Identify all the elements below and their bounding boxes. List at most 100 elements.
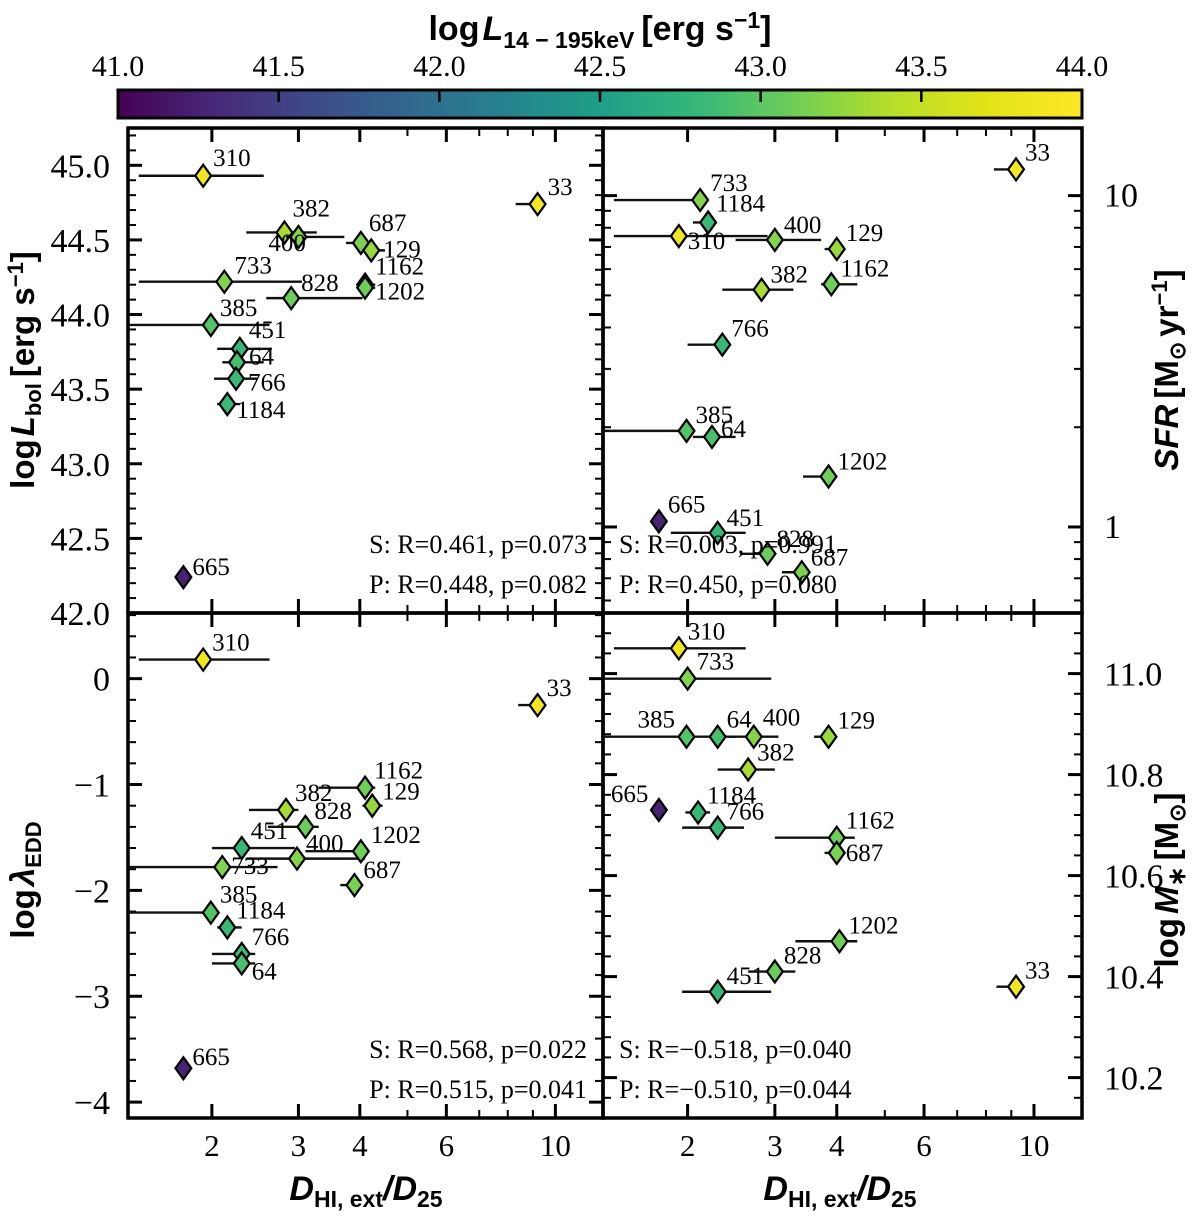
data-point-marker[interactable]: [355, 274, 375, 301]
data-point-marker[interactable]: [215, 268, 234, 295]
data-point-marker[interactable]: [289, 224, 308, 250]
data-point-marker[interactable]: [819, 723, 838, 750]
data-point-marker[interactable]: [276, 797, 296, 823]
data-point-marker[interactable]: [819, 463, 838, 490]
x-tick-label: 4: [352, 1128, 368, 1163]
data-point-marker[interactable]: [528, 191, 547, 217]
panel-top-left: 45.0 44.5 44.0 43.5 43.0 42.5 42.0 310 33 382 400 6…: [51, 126, 605, 633]
data-point-marker[interactable]: [765, 227, 785, 253]
data-point-marker[interactable]: [528, 692, 547, 718]
panel-bottom-right: 2 3 4 6 10 11.0 10.8 10.6 10.4 10.2 310 733 385 64 400…: [601, 611, 1164, 1163]
data-point-marker[interactable]: [174, 564, 193, 591]
data-point-marker[interactable]: [708, 723, 727, 750]
data-point-marker[interactable]: [232, 950, 251, 977]
x-tick-label: 10: [540, 1128, 571, 1163]
data-point-marker[interactable]: [688, 799, 708, 826]
data-point-marker[interactable]: [678, 665, 697, 692]
data-point-marker[interactable]: [201, 312, 221, 338]
data-point-marker[interactable]: [193, 646, 213, 673]
x-tick-label: 4: [829, 1128, 845, 1163]
data-point-label: 33: [547, 675, 572, 702]
data-point-marker[interactable]: [738, 756, 758, 783]
data-point-marker[interactable]: [677, 417, 696, 444]
data-point-label: 310: [688, 618, 726, 645]
data-point-marker[interactable]: [677, 723, 696, 750]
data-point-marker[interactable]: [213, 854, 232, 880]
data-point-marker[interactable]: [287, 845, 307, 872]
data-point-marker[interactable]: [744, 723, 764, 750]
data-point-label: 64: [721, 416, 747, 443]
data-point-label: 1202: [838, 449, 888, 476]
data-point-marker[interactable]: [698, 209, 718, 236]
data-point-label: 129: [382, 779, 420, 806]
data-point-marker[interactable]: [1006, 973, 1026, 1000]
data-point-marker[interactable]: [758, 540, 777, 567]
data-point-marker[interactable]: [708, 978, 727, 1005]
y-tick-label: 10.6: [1104, 859, 1164, 896]
data-point-marker[interactable]: [765, 958, 785, 985]
data-point-marker[interactable]: [822, 271, 841, 298]
data-point-label: 451: [251, 818, 289, 845]
xlabel-left: DHI, ext/D25: [289, 1170, 442, 1212]
data-point-marker[interactable]: [226, 365, 246, 392]
colorbar-tick-label: 42.5: [574, 50, 627, 83]
data-point-marker[interactable]: [174, 1055, 193, 1082]
colorbar-tick-label: 42.0: [413, 50, 466, 83]
y-tick-label: −1: [74, 768, 110, 805]
data-point-marker[interactable]: [201, 899, 221, 926]
data-point-marker[interactable]: [708, 519, 727, 546]
data-point-label: 382: [292, 195, 330, 222]
data-point-marker[interactable]: [281, 285, 301, 312]
data-point-marker[interactable]: [362, 792, 382, 819]
data-point-label: 687: [811, 544, 849, 571]
data-point-label: 1162: [375, 254, 424, 281]
data-point-marker[interactable]: [708, 814, 727, 841]
y-tick-label: −3: [74, 979, 110, 1016]
data-point-label: 400: [763, 705, 801, 732]
data-point-label: 400: [268, 230, 306, 257]
data-point-label: 129: [846, 220, 884, 247]
data-point-marker[interactable]: [713, 331, 732, 358]
x-tick-label: 6: [439, 1128, 455, 1163]
data-point-marker[interactable]: [752, 276, 771, 303]
data-point-marker[interactable]: [649, 797, 669, 823]
colorbar-title-it: L: [482, 10, 503, 48]
data-point-marker[interactable]: [690, 187, 710, 213]
data-point-marker[interactable]: [218, 914, 237, 941]
data-point-marker[interactable]: [275, 219, 294, 246]
data-point-marker[interactable]: [649, 508, 669, 535]
data-point-marker[interactable]: [1006, 156, 1026, 183]
data-point-marker[interactable]: [345, 872, 364, 898]
panels-group: 45.044.544.043.543.042.542.0310333824006…: [51, 126, 1164, 1163]
data-point-label: 64: [249, 343, 275, 370]
data-point-marker[interactable]: [355, 774, 375, 801]
data-point-marker[interactable]: [193, 162, 213, 189]
xlabel-right: DHI, ext/D25: [763, 1170, 916, 1212]
data-point-label: 1184: [716, 190, 766, 217]
data-point-marker[interactable]: [669, 223, 689, 249]
data-point-marker[interactable]: [669, 635, 689, 662]
data-point-label: 310: [213, 145, 251, 172]
data-point-label: 766: [731, 316, 769, 343]
colorbar-tick-label: 41.5: [252, 50, 305, 83]
data-point-marker[interactable]: [827, 236, 847, 262]
data-point-marker[interactable]: [827, 839, 847, 866]
data-point-marker[interactable]: [830, 928, 849, 955]
data-point-marker[interactable]: [296, 813, 315, 840]
data-point-marker[interactable]: [361, 237, 381, 264]
data-point-label: 1162: [846, 808, 895, 835]
data-point-marker[interactable]: [792, 559, 812, 586]
data-point-label: 451: [249, 317, 287, 344]
x-tick-label: 3: [291, 1128, 307, 1163]
data-point-marker[interactable]: [232, 835, 251, 861]
data-point-marker[interactable]: [218, 391, 237, 417]
data-point-marker[interactable]: [702, 424, 722, 450]
colorbar-title-pre: log: [428, 10, 479, 48]
ylabel-top-right: SFR[M⊙yr−1]: [1147, 269, 1190, 470]
data-point-label: 400: [784, 212, 822, 239]
data-point-marker[interactable]: [351, 230, 371, 256]
data-point-marker[interactable]: [351, 838, 371, 865]
